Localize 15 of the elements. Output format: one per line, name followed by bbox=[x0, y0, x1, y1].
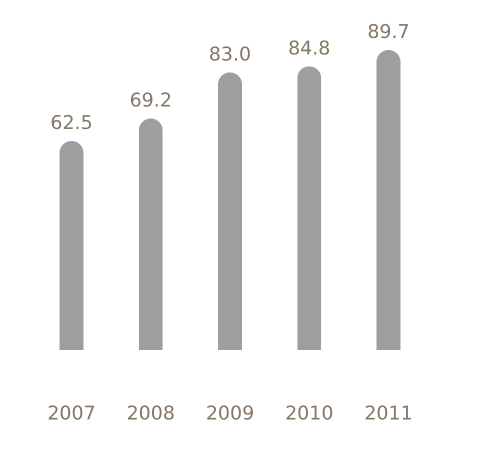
data-label: 83.0 bbox=[208, 43, 252, 66]
x-tick-label: 2010 bbox=[285, 402, 334, 424]
x-tick-label: 2007 bbox=[47, 402, 96, 424]
bar bbox=[138, 118, 163, 350]
bar bbox=[218, 72, 242, 350]
data-label: 69.2 bbox=[130, 90, 172, 112]
x-tick-label: 2008 bbox=[126, 402, 175, 424]
x-tick-label: 2011 bbox=[364, 402, 413, 424]
data-label: 84.8 bbox=[288, 37, 330, 60]
bar bbox=[60, 140, 84, 350]
data-label: 62.5 bbox=[50, 112, 93, 134]
bar bbox=[376, 50, 400, 350]
bar bbox=[297, 66, 322, 350]
x-tick-label: 2009 bbox=[206, 402, 254, 424]
data-label: 89.7 bbox=[367, 21, 410, 43]
